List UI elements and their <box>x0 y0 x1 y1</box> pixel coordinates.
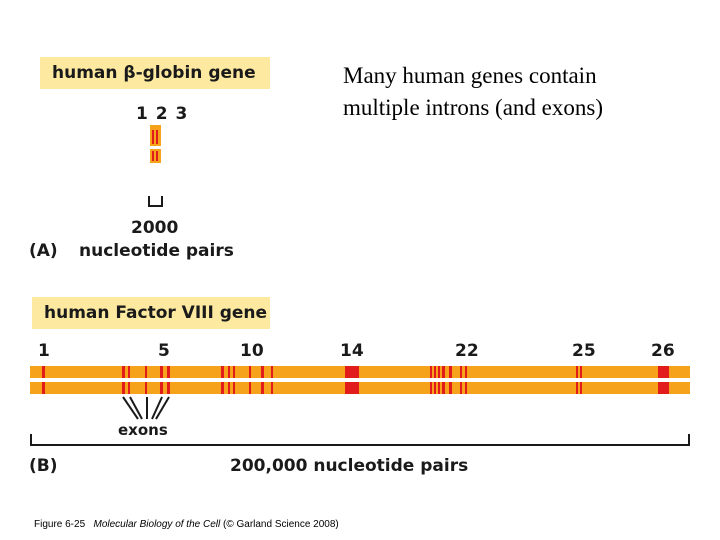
beta-globin-exon-mark <box>152 130 154 144</box>
panel-a-scale-bracket <box>148 196 163 207</box>
exon-mark <box>221 366 224 378</box>
factor-viii-strand-top <box>30 366 690 378</box>
exon-mark <box>221 382 224 394</box>
exon-mark <box>449 366 452 378</box>
exon-mark <box>576 366 578 378</box>
panel-a-scale-value: 2000 <box>131 218 179 238</box>
exon-mark <box>345 382 359 394</box>
exon-number-26: 26 <box>651 341 675 361</box>
factor-viii-strand-bottom <box>30 382 690 394</box>
slide-title-line1: Many human genes contain <box>343 63 597 88</box>
exon-mark <box>438 366 440 378</box>
exon-mark <box>576 382 578 394</box>
exon-mark <box>160 366 163 378</box>
exons-pointer-line <box>122 396 139 420</box>
panel-b-scale-bracket <box>30 434 690 446</box>
exon-mark <box>261 366 264 378</box>
exon-mark <box>345 366 359 378</box>
exon-mark <box>658 366 669 378</box>
beta-globin-exon-mark <box>156 151 158 161</box>
beta-globin-exon-numbers: 1 2 3 <box>136 104 189 124</box>
exon-mark <box>167 382 170 394</box>
exon-number-25: 25 <box>572 341 596 361</box>
figure-caption: Figure 6-25 Molecular Biology of the Cel… <box>34 519 339 530</box>
exon-number-1: 1 <box>38 341 50 361</box>
exon-mark <box>145 366 147 378</box>
exons-pointer-lines <box>122 396 170 420</box>
exon-mark <box>434 382 436 394</box>
exon-mark <box>465 366 467 378</box>
exon-mark <box>249 382 251 394</box>
exon-mark <box>465 382 467 394</box>
exon-mark <box>442 366 445 378</box>
exon-mark <box>249 366 251 378</box>
exon-mark <box>271 382 273 394</box>
exon-mark <box>430 366 432 378</box>
exon-mark <box>442 382 445 394</box>
exon-number-10: 10 <box>240 341 264 361</box>
exon-mark <box>42 366 45 378</box>
caption-figure-number: Figure 6-25 <box>34 519 86 530</box>
exon-mark <box>658 382 669 394</box>
exon-number-14: 14 <box>340 341 364 361</box>
beta-globin-gene-label: human β-globin gene <box>40 57 270 89</box>
exon-mark <box>449 382 452 394</box>
exon-mark <box>430 382 432 394</box>
exon-mark <box>434 366 436 378</box>
beta-globin-strand-top <box>150 125 161 146</box>
exon-mark <box>261 382 264 394</box>
exon-mark <box>160 382 163 394</box>
caption-credit: (© Garland Science 2008) <box>223 519 339 530</box>
beta-globin-exon-mark <box>156 130 158 144</box>
exon-mark <box>128 366 130 378</box>
exon-mark <box>460 366 462 378</box>
caption-book-title: Molecular Biology of the Cell <box>93 519 221 530</box>
exon-mark <box>580 366 582 378</box>
exon-mark <box>122 382 125 394</box>
panel-b-letter: (B) <box>29 456 58 476</box>
panel-a-letter: (A) <box>29 241 58 261</box>
exon-mark <box>228 382 230 394</box>
exon-mark <box>122 366 125 378</box>
exon-mark <box>233 366 235 378</box>
exons-pointer-line <box>129 396 143 420</box>
factor-viii-exon-marks-top <box>42 366 669 378</box>
panel-b-scale-label: 200,000 nucleotide pairs <box>230 456 469 476</box>
exon-mark <box>438 382 440 394</box>
beta-globin-exon-mark <box>152 151 154 161</box>
exons-pointer-line <box>155 396 170 420</box>
slide-title-line2: multiple introns (and exons) <box>343 95 603 120</box>
exon-mark <box>145 382 147 394</box>
exon-mark <box>167 366 170 378</box>
beta-globin-strand-bottom <box>150 149 161 163</box>
exon-mark <box>42 382 45 394</box>
exon-mark <box>580 382 582 394</box>
exon-mark <box>233 382 235 394</box>
exon-mark <box>228 366 230 378</box>
exon-mark <box>271 366 273 378</box>
exon-mark <box>128 382 130 394</box>
exons-label: exons <box>118 421 168 439</box>
exon-mark <box>460 382 462 394</box>
panel-a-scale-unit: nucleotide pairs <box>79 241 234 261</box>
exon-number-22: 22 <box>455 341 479 361</box>
factor-viii-gene-label: human Factor VIII gene <box>32 297 270 329</box>
beta-globin-gene-strands <box>150 125 161 163</box>
factor-viii-exon-marks-bottom <box>42 382 669 394</box>
exons-pointer-line <box>151 396 163 420</box>
exon-number-5: 5 <box>158 341 170 361</box>
slide-title: Many human genes contain multiple intron… <box>343 60 703 124</box>
